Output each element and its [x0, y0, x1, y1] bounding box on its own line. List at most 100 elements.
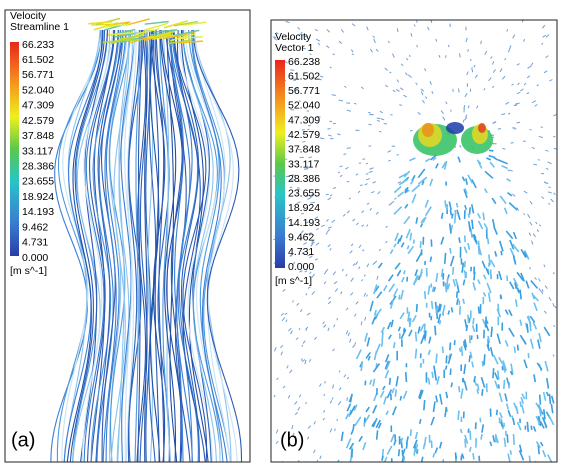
vector [389, 71, 392, 74]
vector [499, 294, 503, 300]
vector [402, 327, 406, 333]
streamline-cap [182, 21, 207, 26]
vector [464, 339, 468, 348]
vector [331, 94, 336, 96]
vector [431, 371, 434, 379]
vector [514, 282, 518, 289]
vector [427, 26, 430, 31]
vector [369, 167, 374, 170]
vector [315, 227, 319, 231]
vector [543, 181, 547, 184]
vector [305, 401, 307, 405]
streamline [83, 29, 115, 462]
vector [366, 26, 369, 31]
vector [350, 429, 354, 435]
vector [450, 109, 452, 112]
vector [463, 104, 466, 109]
colorbar [275, 60, 285, 268]
vector [388, 283, 396, 293]
vector [541, 24, 546, 29]
vector [468, 446, 472, 452]
vector [407, 311, 411, 322]
vector [498, 412, 503, 419]
vector [372, 181, 377, 184]
vector [306, 110, 310, 112]
vector [353, 313, 357, 317]
vector [423, 323, 426, 334]
legend-title: Velocity [10, 10, 47, 22]
vector [429, 256, 433, 262]
vector [548, 296, 552, 301]
colorbar-tick-label: 47.309 [22, 100, 54, 112]
streamline [182, 29, 217, 462]
vector [504, 393, 508, 402]
vector [516, 63, 520, 66]
vector [438, 54, 441, 58]
vector [413, 24, 416, 27]
vector [526, 421, 530, 432]
vector [447, 353, 453, 365]
vector [548, 393, 552, 404]
vector [436, 303, 441, 313]
streamline [50, 29, 101, 462]
vector [404, 188, 409, 193]
streamline-cap [170, 33, 195, 42]
vector [329, 400, 333, 404]
vector [463, 189, 468, 198]
vector [420, 217, 426, 224]
vector [329, 428, 333, 433]
vector [401, 455, 405, 462]
vector [474, 74, 478, 79]
vector [414, 331, 418, 342]
vector [418, 389, 423, 399]
vector [393, 206, 403, 215]
vector [285, 175, 290, 178]
vector [489, 347, 494, 357]
vector [366, 224, 369, 227]
vector [304, 270, 308, 273]
streamline-cap [146, 32, 172, 39]
vector [552, 302, 555, 307]
vector [296, 302, 300, 306]
vector [345, 166, 349, 170]
vector [290, 330, 293, 335]
vector [445, 391, 449, 399]
colorbar-tick-label: 0.000 [288, 261, 314, 273]
streamline [159, 30, 171, 462]
vector [507, 191, 513, 197]
vector [509, 45, 512, 49]
vector [463, 117, 468, 121]
vector [275, 429, 279, 434]
vector [516, 287, 521, 293]
vector [503, 207, 508, 215]
streamline [117, 29, 130, 462]
vector [393, 439, 397, 446]
vector [517, 82, 520, 86]
streamline-cap [168, 39, 193, 45]
streamline [63, 29, 101, 462]
vector [325, 268, 329, 273]
vector [287, 38, 291, 40]
vector [512, 231, 518, 240]
vector [345, 330, 349, 335]
vector [467, 49, 470, 52]
vector [354, 416, 362, 427]
vector [359, 184, 363, 187]
vector [464, 438, 467, 448]
vector [480, 376, 486, 388]
vector [419, 268, 423, 277]
vector [393, 243, 397, 248]
vector [497, 303, 500, 315]
colorbar-tick-label: 18.924 [22, 191, 54, 203]
vector [521, 20, 524, 23]
vector [326, 228, 331, 233]
vector [296, 201, 301, 205]
vector [545, 378, 550, 389]
vector [538, 278, 541, 282]
vector [429, 178, 434, 187]
vector [392, 89, 396, 93]
vector [534, 104, 538, 107]
vector [467, 428, 470, 433]
vector [486, 344, 491, 352]
vector [307, 196, 312, 200]
